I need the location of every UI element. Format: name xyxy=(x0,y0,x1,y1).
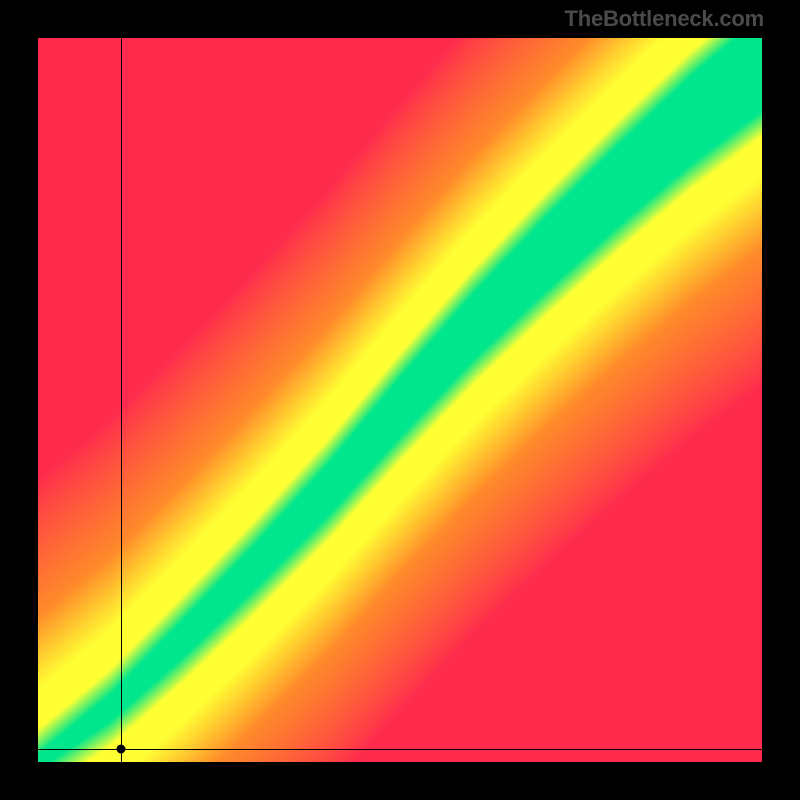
watermark: TheBottleneck.com xyxy=(564,6,764,32)
crosshair-horizontal xyxy=(38,749,762,750)
crosshair-vertical xyxy=(121,38,122,762)
crosshair-marker xyxy=(117,744,126,753)
heatmap-canvas xyxy=(38,38,762,762)
heatmap-plot xyxy=(38,38,762,762)
